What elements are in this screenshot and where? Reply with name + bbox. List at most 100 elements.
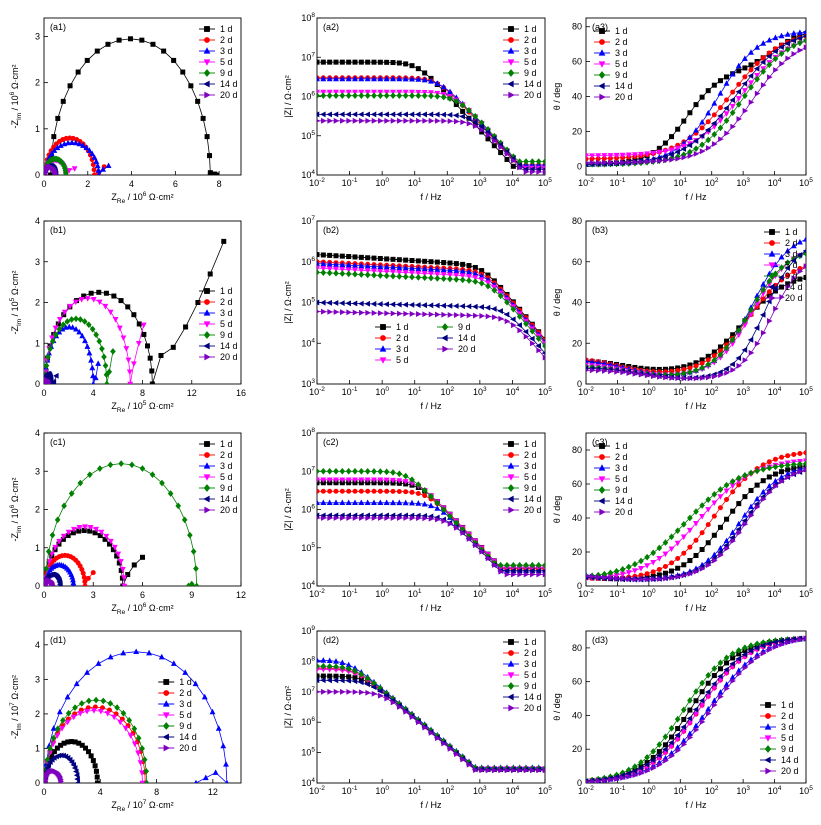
data-point — [459, 101, 466, 109]
data-point — [383, 477, 390, 484]
data-point — [705, 540, 711, 546]
data-point — [339, 111, 345, 118]
data-point — [370, 301, 377, 307]
data-point — [686, 142, 693, 149]
data-point — [112, 317, 119, 323]
x-tick-label: 103 — [736, 785, 750, 796]
data-point — [478, 123, 484, 130]
data-point — [339, 467, 346, 475]
legend-label: 3 d — [524, 659, 537, 669]
data-point — [693, 102, 699, 108]
data-point — [396, 92, 403, 99]
data-point — [225, 779, 229, 783]
data-point — [681, 118, 687, 124]
legend-item: 1 d — [503, 637, 537, 647]
legend-label: 2 d — [179, 688, 192, 698]
x-tick-label: 105 — [538, 386, 552, 397]
legend-label: 2 d — [396, 333, 409, 343]
data-point — [327, 252, 333, 258]
data-point — [529, 158, 536, 165]
data-point — [333, 467, 339, 475]
data-point — [345, 92, 352, 99]
data-point — [415, 500, 422, 506]
data-point — [503, 567, 510, 574]
data-point — [345, 477, 352, 484]
legend-item: 14 d — [199, 341, 238, 351]
data-point — [657, 576, 663, 582]
data-point — [103, 371, 110, 379]
y-tick-label: 3 — [35, 257, 40, 267]
data-point — [541, 351, 545, 355]
legend-label: 5 d — [524, 472, 537, 482]
data-point — [73, 325, 79, 332]
data-point — [320, 467, 327, 475]
data-point — [96, 299, 103, 306]
data-point — [536, 571, 542, 578]
data-point — [72, 768, 79, 775]
data-point — [491, 306, 497, 312]
data-point — [51, 147, 58, 153]
legend-marker — [599, 454, 605, 460]
data-point — [735, 526, 742, 533]
data-point — [766, 482, 773, 489]
data-point — [595, 574, 602, 581]
data-point — [129, 461, 135, 469]
y-tick-label: 0 — [35, 379, 40, 389]
data-point — [88, 290, 94, 296]
data-point — [460, 312, 466, 319]
series-line-20d — [317, 120, 545, 173]
data-point — [402, 499, 409, 506]
data-point — [790, 242, 797, 249]
legend-item: 2 d — [199, 35, 233, 45]
data-point — [644, 571, 650, 577]
data-point — [384, 59, 390, 65]
legend-item: 3 d — [503, 659, 537, 669]
data-point — [529, 335, 535, 342]
data-point — [317, 260, 320, 266]
legend-item: 2 d — [764, 238, 798, 248]
data-point — [49, 531, 56, 539]
data-point — [72, 299, 79, 306]
data-point — [415, 265, 422, 271]
data-point — [409, 63, 415, 69]
data-point — [753, 65, 760, 72]
data-point — [66, 323, 73, 330]
legend-label: 3 d — [220, 461, 233, 471]
data-point — [504, 571, 511, 578]
legend-marker — [507, 47, 515, 54]
x-tick-label: 101 — [408, 588, 422, 599]
data-point — [687, 570, 694, 577]
data-point — [717, 689, 724, 695]
data-point — [396, 75, 403, 82]
y-tick-label: 103 — [301, 378, 315, 389]
data-point — [339, 673, 345, 679]
data-point — [317, 75, 320, 82]
data-point — [631, 152, 638, 158]
data-point — [371, 468, 377, 475]
data-point — [748, 62, 754, 68]
data-point — [317, 690, 321, 694]
data-point — [754, 654, 761, 661]
data-point — [785, 272, 791, 278]
data-point — [320, 111, 326, 118]
legend-item: 14 d — [503, 692, 542, 702]
data-point — [589, 367, 596, 374]
data-point — [434, 271, 441, 278]
plot-frame — [43, 432, 242, 587]
data-point — [760, 281, 767, 287]
series-layer — [44, 460, 200, 586]
data-point — [90, 297, 97, 303]
legend-marker — [598, 497, 605, 505]
data-point — [339, 92, 346, 99]
data-point — [767, 646, 773, 653]
data-point — [504, 561, 510, 569]
data-point — [723, 537, 730, 544]
plot-frame — [43, 220, 242, 385]
data-point — [127, 36, 133, 42]
data-point — [377, 92, 384, 99]
legend-marker — [204, 452, 210, 458]
data-point — [403, 61, 409, 67]
data-point — [656, 566, 662, 572]
x-tick-label: 105 — [799, 588, 813, 599]
data-point — [796, 29, 803, 35]
